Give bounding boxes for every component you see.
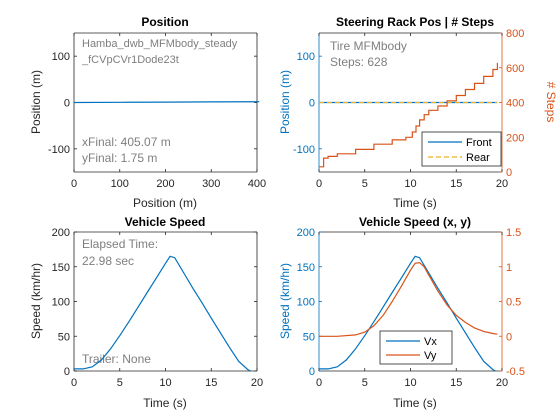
steering-xtick-label: 10 [404,178,416,190]
speed-xlabel: Time (s) [143,396,187,410]
speedxy-title: Vehicle Speed (x, y) [359,215,471,229]
steering-legend: Front Rear [421,131,502,167]
steering-legend-box [421,131,502,167]
speedxy-ytick-right-label: 0.5 [506,297,521,309]
speedxy-ytick-right-label: 0 [506,331,512,343]
speedxy-ytick-label: 150 [297,262,315,274]
speedxy-ytick-label: 0 [309,366,315,378]
speed-trailer-label: Trailer: None [82,352,151,366]
speedxy-ytick-right-label: -0.5 [506,366,525,378]
position-annotations: Hamba_dwb_MFMbody_steady_fCVpCVr1Dode23t… [82,38,238,165]
speed-ytick-label: 150 [52,262,70,274]
steering-steps-label: Steps: 628 [330,55,388,69]
steering-ytick-label: -100 [293,144,315,156]
speedxy-ytick-label: 100 [297,297,315,309]
steering-ylabel: Position (m) [278,70,292,134]
speed-series-line0 [74,255,251,372]
position-xtick-label: 400 [248,178,266,190]
steering-ytick-right-label: 200 [506,132,524,144]
speedxy-xtick-label: 10 [404,377,416,389]
steering-ytick-label: 100 [297,51,315,63]
speed-xtick-label: 10 [159,377,171,389]
steering-xtick-label: 0 [316,178,322,190]
steering-series-steps [319,62,498,168]
speedxy-xtick-label: 5 [362,377,368,389]
position-ylabel: Position (m) [29,70,43,134]
position-series-line0 [73,101,260,104]
position-title: Position [141,15,188,29]
steering-title: Steering Rack Pos | # Steps [336,15,494,29]
steering-ytick-right-label: 0 [506,167,512,179]
speedxy-xlabel: Time (s) [393,396,437,410]
position-axes: Position Position (m) Position (m) Hamba… [29,15,266,210]
position-xtick-label: 100 [111,178,129,190]
speed-xtick-label: 20 [251,377,263,389]
position-run-name-box: Hamba_dwb_MFMbody_steady_fCVpCVr1Dode23t [82,38,238,66]
speedxy-series-vx [319,255,496,372]
speedxy-ylabel: Speed (km/hr) [278,263,292,339]
steering-ytick-right-label: 800 [506,28,524,40]
steering-tire-label: Tire MFMbody [330,39,407,53]
speedxy-ytick-right-label: 1.5 [506,227,521,239]
speedxy-legend-box [379,330,453,365]
steering-ytick-label: 0 [309,98,315,110]
speed-ylabel: Speed (km/hr) [29,263,43,339]
speedxy-ytick-label: 50 [303,331,315,343]
position-ytick-label: -100 [48,144,70,156]
position-xfinal: xFinal: 405.07 m [82,135,171,149]
speedxy-legend: Vx Vy [379,330,453,365]
steering-ylabel-right: # Steps [544,82,558,123]
speed-ytick-label: 200 [52,227,70,239]
speed-elapsed-value: 22.98 sec [82,254,134,268]
speed-axes: Vehicle Speed Time (s) Speed (km/hr) Ela… [29,215,263,410]
steering-ytick-right-label: 600 [506,63,524,75]
speedxy-xtick-label: 20 [496,377,508,389]
speed-ytick-label: 0 [64,366,70,378]
position-xtick-label: 0 [71,178,77,190]
steering-xtick-label: 15 [450,178,462,190]
speedxy-ytick-right-label: 1 [506,262,512,274]
speed-ytick-label: 50 [58,331,70,343]
speed-title: Vehicle Speed [125,215,206,229]
legend-vy-label: Vy [424,350,437,362]
speedxy-axes: Vehicle Speed (x, y) Time (s) Speed (km/… [278,215,525,410]
speedxy-xtick-label: 15 [450,377,462,389]
steering-xtick-label: 5 [362,178,368,190]
speed-xtick-label: 15 [205,377,217,389]
position-run-name: Hamba_dwb_MFMbody_steady_fCVpCVr1Dode23t [82,38,238,66]
speed-xtick-label: 5 [117,377,123,389]
legend-rear-label: Rear [466,152,490,164]
position-xtick-label: 200 [156,178,174,190]
position-ytick-label: 100 [52,51,70,63]
speedxy-xtick-label: 0 [316,377,322,389]
position-xtick-label: 300 [202,178,220,190]
speed-xtick-label: 0 [71,377,77,389]
steering-axes: Steering Rack Pos | # Steps Time (s) Pos… [278,15,558,210]
steering-ytick-right-label: 400 [506,98,524,110]
position-yfinal: yFinal: 1.75 m [82,151,157,165]
legend-front-label: Front [466,137,492,149]
legend-vx-label: Vx [424,336,437,348]
position-ytick-label: 0 [64,98,70,110]
speedxy-ytick-label: 200 [297,227,315,239]
speed-elapsed-label: Elapsed Time: [82,237,158,251]
position-xlabel: Position (m) [133,196,197,210]
steering-xlabel: Time (s) [393,196,437,210]
speedxy-series-vy [319,261,498,337]
speed-ytick-label: 100 [52,297,70,309]
steering-xtick-label: 20 [496,178,508,190]
